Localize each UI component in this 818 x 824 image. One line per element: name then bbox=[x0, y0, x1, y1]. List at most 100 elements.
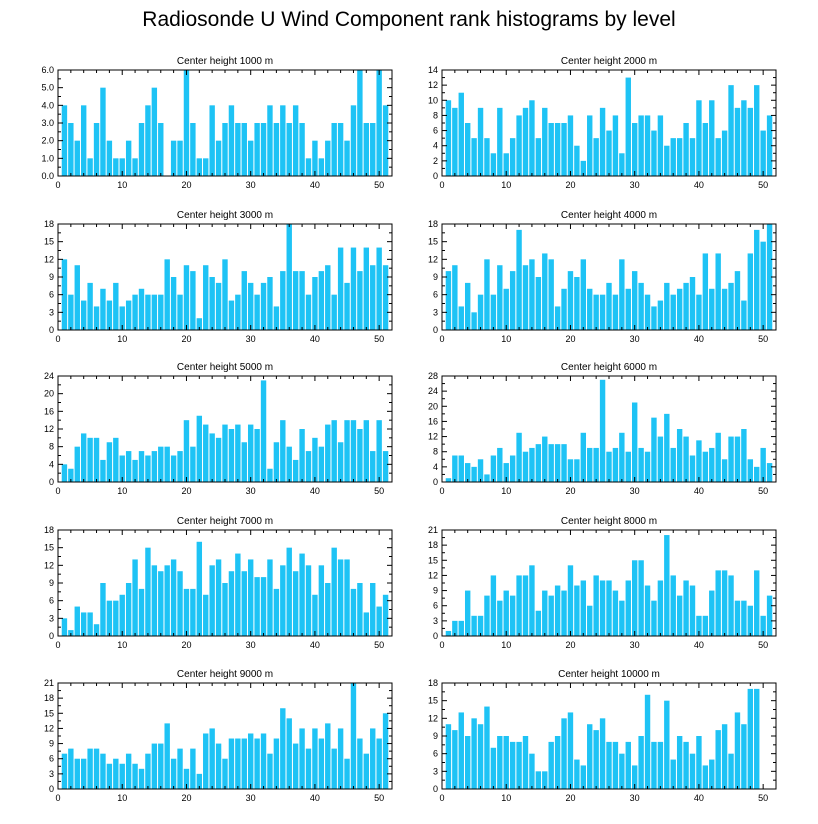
histogram-bar bbox=[490, 575, 497, 636]
histogram-bar bbox=[458, 620, 464, 636]
y-tick-label: 12 bbox=[428, 254, 438, 264]
histogram-bar bbox=[344, 140, 350, 176]
histogram-bar bbox=[74, 140, 80, 176]
histogram-bar bbox=[363, 612, 370, 636]
histogram-bar bbox=[292, 105, 299, 176]
histogram-bar bbox=[593, 447, 599, 482]
histogram-bar bbox=[676, 429, 683, 482]
histogram-bar bbox=[376, 70, 382, 176]
histogram-bar bbox=[100, 87, 106, 176]
histogram-bar bbox=[651, 741, 657, 789]
histogram-bar bbox=[370, 123, 376, 176]
x-tick-label: 20 bbox=[181, 640, 191, 650]
y-tick-label: 21 bbox=[428, 525, 438, 535]
histogram-bar bbox=[357, 583, 363, 636]
histogram-bar bbox=[344, 420, 350, 482]
y-tick-label: 0 bbox=[49, 325, 54, 335]
histogram-bar bbox=[145, 455, 151, 482]
histogram-panel: Center height 2000 m 0 10 20 30 40 50 0 2 4 6 8 10 12… bbox=[428, 56, 777, 190]
histogram-bar bbox=[766, 115, 773, 176]
y-tick-label: 3 bbox=[49, 769, 54, 779]
x-tick-label: 40 bbox=[694, 334, 704, 344]
histogram-bar bbox=[728, 753, 734, 789]
x-tick-label: 30 bbox=[630, 640, 640, 650]
histogram-bar bbox=[61, 753, 68, 789]
histogram-bar bbox=[715, 730, 721, 789]
x-tick-label: 0 bbox=[55, 180, 60, 190]
histogram-bar bbox=[273, 738, 280, 789]
histogram-bar bbox=[80, 300, 87, 330]
histogram-bar bbox=[458, 92, 464, 176]
histogram-bar bbox=[331, 123, 337, 176]
histogram-bar bbox=[754, 688, 760, 789]
histogram-bar bbox=[587, 115, 593, 176]
histogram-bar bbox=[484, 474, 490, 482]
histogram-bar bbox=[305, 294, 312, 330]
histogram-bar bbox=[164, 259, 170, 330]
x-tick-label: 20 bbox=[565, 486, 575, 496]
histogram-bar bbox=[164, 723, 170, 789]
histogram-bar bbox=[241, 271, 247, 330]
histogram-bar bbox=[286, 718, 292, 789]
histogram-bar bbox=[664, 535, 670, 636]
histogram-bar bbox=[292, 743, 299, 789]
histogram-bar bbox=[587, 288, 593, 330]
histogram-bar bbox=[561, 123, 567, 176]
histogram-bar bbox=[203, 265, 209, 330]
histogram-bar bbox=[280, 271, 286, 330]
histogram-bar bbox=[267, 753, 273, 789]
histogram-panel: Center height 9000 m 0 10 20 30 40 50 0 3 6 9 12 15 1… bbox=[44, 669, 393, 803]
y-tick-label: 12 bbox=[428, 432, 438, 442]
histogram-bar bbox=[535, 610, 542, 636]
histogram-bar bbox=[247, 559, 254, 636]
y-tick-label: 0 bbox=[49, 631, 54, 641]
panel-title: Center height 5000 m bbox=[177, 362, 273, 373]
histogram-bar bbox=[235, 294, 241, 330]
histogram-bar bbox=[190, 271, 196, 330]
histogram-bar bbox=[61, 259, 68, 330]
histogram-bar bbox=[522, 736, 529, 789]
histogram-bar bbox=[561, 444, 567, 482]
histogram-bar bbox=[760, 447, 766, 482]
histogram-bar bbox=[728, 436, 734, 482]
histogram-bar bbox=[631, 271, 638, 330]
histogram-bar bbox=[683, 282, 689, 330]
y-tick-label: 16 bbox=[44, 406, 54, 416]
histogram-bar bbox=[325, 424, 331, 482]
histogram-bar bbox=[382, 451, 389, 482]
histogram-bar bbox=[113, 437, 119, 482]
histogram-bar bbox=[215, 743, 222, 789]
histogram-bar bbox=[734, 712, 741, 789]
histogram-bar bbox=[709, 759, 715, 789]
histogram-bar bbox=[657, 115, 664, 176]
y-tick-label: 15 bbox=[428, 555, 438, 565]
x-tick-label: 20 bbox=[181, 486, 191, 496]
histogram-bar bbox=[305, 565, 312, 636]
histogram-bar bbox=[535, 771, 542, 789]
x-tick-label: 50 bbox=[758, 640, 768, 650]
x-tick-label: 0 bbox=[439, 486, 444, 496]
y-tick-label: 0 bbox=[433, 631, 438, 641]
histogram-bar bbox=[683, 580, 689, 636]
histogram-bar bbox=[625, 741, 631, 789]
histogram-bar bbox=[606, 580, 612, 636]
histogram-bar bbox=[61, 464, 68, 482]
histogram-bar bbox=[741, 724, 747, 789]
histogram-bar bbox=[535, 277, 542, 330]
histogram-bar bbox=[260, 282, 267, 330]
y-tick-label: 2.0 bbox=[41, 136, 54, 146]
histogram-bar bbox=[80, 758, 87, 789]
histogram-bar bbox=[664, 700, 670, 789]
histogram-bar bbox=[318, 565, 325, 636]
histogram-bar bbox=[509, 741, 516, 789]
histogram-bar bbox=[74, 606, 80, 636]
y-tick-label: 18 bbox=[44, 693, 54, 703]
histogram-bar bbox=[350, 588, 357, 636]
y-tick-label: 9 bbox=[49, 578, 54, 588]
histogram-bar bbox=[574, 759, 580, 789]
x-tick-label: 10 bbox=[501, 180, 511, 190]
histogram-bar bbox=[766, 463, 773, 482]
histogram-bar bbox=[580, 580, 587, 636]
histogram-bar bbox=[464, 736, 471, 789]
histogram-bar bbox=[312, 437, 318, 482]
